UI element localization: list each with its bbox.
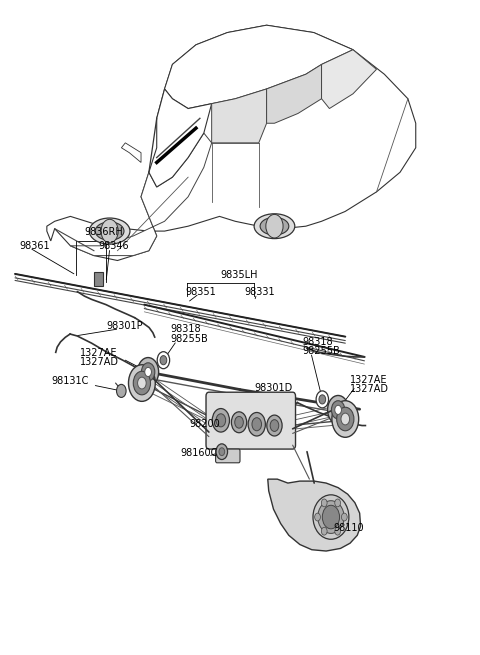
Circle shape — [341, 413, 349, 425]
Text: 98351: 98351 — [185, 287, 216, 297]
Circle shape — [335, 499, 340, 507]
Circle shape — [331, 401, 345, 419]
Text: 98318: 98318 — [170, 324, 201, 334]
Text: 98160C: 98160C — [180, 448, 217, 458]
Circle shape — [101, 219, 118, 243]
Circle shape — [266, 214, 283, 238]
Polygon shape — [149, 89, 212, 187]
Polygon shape — [322, 50, 376, 109]
Circle shape — [235, 417, 243, 428]
Ellipse shape — [313, 495, 349, 539]
Circle shape — [319, 395, 325, 404]
Circle shape — [316, 391, 328, 408]
Circle shape — [231, 412, 247, 433]
Circle shape — [145, 367, 152, 377]
FancyBboxPatch shape — [94, 272, 103, 286]
Text: 98131C: 98131C — [51, 377, 88, 386]
Circle shape — [315, 513, 321, 521]
Circle shape — [252, 418, 262, 431]
Ellipse shape — [95, 222, 124, 240]
Circle shape — [216, 414, 226, 427]
Circle shape — [341, 513, 347, 521]
Polygon shape — [121, 143, 141, 162]
Circle shape — [323, 505, 339, 529]
Text: 98301P: 98301P — [106, 321, 143, 331]
Circle shape — [133, 371, 151, 395]
Polygon shape — [266, 64, 322, 123]
Circle shape — [336, 407, 354, 431]
Polygon shape — [212, 89, 266, 143]
Circle shape — [332, 401, 359, 438]
Ellipse shape — [260, 217, 289, 235]
Circle shape — [267, 415, 282, 436]
Circle shape — [157, 352, 169, 369]
Circle shape — [335, 405, 341, 415]
Text: 98301D: 98301D — [254, 383, 293, 393]
Circle shape — [270, 420, 279, 432]
Circle shape — [335, 527, 340, 535]
Polygon shape — [71, 133, 212, 255]
Ellipse shape — [318, 500, 344, 533]
Text: 98346: 98346 — [99, 241, 130, 251]
Circle shape — [248, 413, 265, 436]
FancyBboxPatch shape — [206, 392, 296, 449]
Text: 98255B: 98255B — [170, 334, 208, 344]
Text: 1327AE: 1327AE — [80, 348, 117, 358]
Ellipse shape — [254, 214, 295, 238]
Text: 98255B: 98255B — [302, 346, 340, 356]
Polygon shape — [268, 479, 360, 551]
Text: 98200: 98200 — [190, 419, 220, 429]
Polygon shape — [165, 25, 353, 109]
Circle shape — [219, 448, 225, 456]
Circle shape — [322, 499, 327, 507]
Circle shape — [138, 377, 146, 389]
Text: 98361: 98361 — [20, 241, 50, 251]
Circle shape — [117, 384, 126, 398]
Text: 1327AD: 1327AD — [80, 358, 119, 367]
Text: 98331: 98331 — [245, 287, 276, 297]
Circle shape — [322, 527, 327, 535]
Text: 9835LH: 9835LH — [221, 271, 258, 280]
Circle shape — [129, 365, 156, 402]
Circle shape — [142, 363, 155, 381]
Text: 1327AE: 1327AE — [350, 375, 387, 385]
Circle shape — [138, 358, 158, 386]
Circle shape — [327, 396, 348, 424]
Text: 98318: 98318 — [302, 337, 333, 347]
Ellipse shape — [89, 218, 130, 244]
Text: 98110: 98110 — [333, 523, 364, 533]
Polygon shape — [47, 25, 416, 261]
Text: 9836RH: 9836RH — [84, 227, 123, 237]
Circle shape — [212, 409, 229, 432]
FancyBboxPatch shape — [216, 449, 240, 463]
Text: 1327AD: 1327AD — [350, 384, 389, 394]
Circle shape — [216, 444, 228, 460]
Circle shape — [160, 356, 167, 365]
